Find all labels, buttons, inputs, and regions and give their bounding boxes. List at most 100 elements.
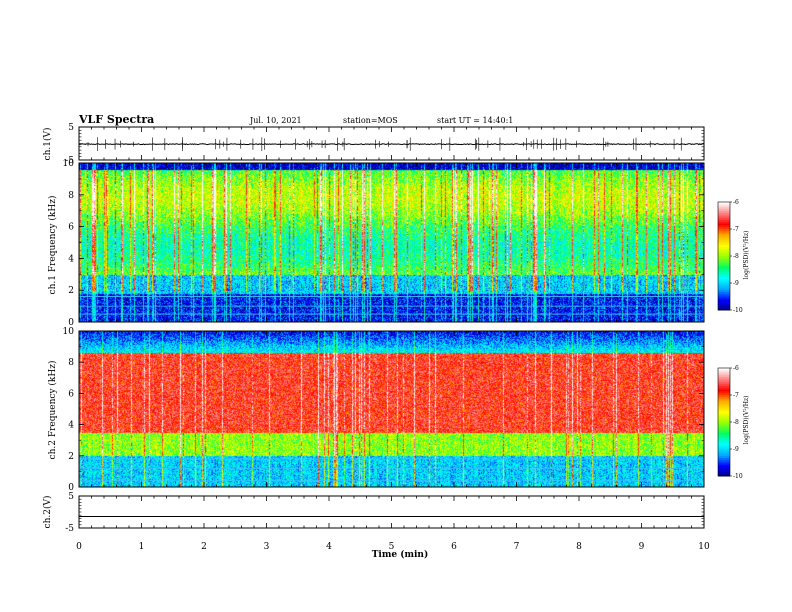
header-station: station=MOS — [343, 116, 398, 125]
colorbar-cell — [718, 449, 730, 452]
colorbar-cell — [718, 377, 730, 380]
colorbar-cell — [718, 306, 730, 309]
colorbar-cell — [718, 261, 730, 264]
spectrogram-image — [79, 331, 704, 487]
colorbar-cell — [718, 472, 730, 475]
colorbar-tick-label: -8 — [733, 419, 739, 426]
colorbar-cell — [718, 241, 730, 244]
y-tick-label: -5 — [65, 156, 74, 166]
colorbar-cell — [718, 416, 730, 419]
colorbar-cell — [718, 411, 730, 414]
y-tick-label: 0 — [68, 483, 74, 493]
colorbar-cell — [718, 256, 730, 259]
colorbar-cell — [718, 245, 730, 248]
colorbar-cell — [718, 221, 730, 225]
colorbar-cell — [718, 452, 730, 455]
colorbar-cell — [718, 302, 730, 306]
x-tick-label: 4 — [326, 542, 332, 552]
colorbar-tick-label: -7 — [733, 226, 739, 233]
colorbar-cell — [718, 268, 730, 271]
waveform-frame — [78, 495, 705, 529]
colorbar-tick-label: -7 — [733, 392, 739, 399]
colorbar-cell — [718, 216, 730, 219]
colorbar-cell — [718, 299, 730, 302]
colorbar-cell — [718, 434, 730, 437]
colorbar-cell — [718, 207, 730, 210]
colorbar-cell — [718, 427, 730, 430]
colorbar-tick-label: -10 — [733, 473, 743, 480]
colorbar-cell — [718, 288, 730, 291]
colorbar-cell — [718, 283, 730, 286]
colorbar-cell — [718, 468, 730, 472]
colorbar-cell — [718, 405, 730, 409]
colorbar-cell — [718, 293, 730, 297]
colorbar-cell — [718, 209, 730, 212]
colorbar-cell — [718, 286, 730, 289]
header-start-time: start UT = 14:40:1 — [437, 116, 513, 125]
colorbar-cell — [718, 232, 730, 235]
y-tick-label: 8 — [68, 191, 74, 201]
x-tick-label: 5 — [389, 542, 395, 552]
colorbar-cell — [718, 384, 730, 387]
colorbar-cell — [718, 373, 730, 376]
colorbar-cell — [718, 395, 730, 398]
ch2-colorbar-label: log(PSD)(V²/Hz) — [743, 396, 750, 445]
colorbar-cell — [718, 458, 730, 461]
colorbar-cell — [718, 229, 730, 232]
colorbar-cell — [718, 369, 730, 373]
colorbar-cell — [718, 459, 730, 463]
colorbar-cell — [718, 432, 730, 436]
colorbar-cell — [718, 279, 730, 282]
colorbar-cell — [718, 387, 730, 391]
colorbar-cell — [718, 270, 730, 273]
ch1-colorbar: -6 -7 -8 -9 -10 — [717, 199, 743, 314]
colorbar-cell — [718, 223, 730, 226]
colorbar-cell — [718, 368, 730, 371]
colorbar-cell — [718, 423, 730, 427]
ch1-waveform-ylabel: ch.1(V) — [42, 128, 53, 161]
colorbar-cell — [718, 212, 730, 216]
colorbar-cell — [718, 467, 730, 470]
colorbar-cell — [718, 461, 730, 464]
colorbar-cell — [718, 463, 730, 466]
colorbar-cell — [718, 454, 730, 457]
colorbar-cell — [718, 297, 730, 300]
colorbar-cell — [718, 413, 730, 416]
x-tick-label: 9 — [639, 542, 645, 552]
spectrogram-frame — [78, 330, 705, 488]
colorbar-cell — [718, 257, 730, 261]
y-tick-label: 5 — [68, 492, 74, 502]
colorbar-tick-label: -6 — [733, 365, 739, 372]
colorbar-cell — [718, 225, 730, 228]
colorbar-cell — [718, 277, 730, 280]
ch2-spectrogram-panel: 0 2 4 6 8 10 — [63, 327, 705, 493]
colorbar-cell — [718, 243, 730, 246]
colorbar-cell — [718, 420, 730, 423]
colorbar-cell — [718, 418, 730, 421]
colorbar-cell — [718, 425, 730, 428]
ch2-colorbar: -6 -7 -8 -9 -10 — [717, 365, 743, 480]
colorbar-cell — [718, 389, 730, 392]
y-tick-label: 10 — [63, 327, 75, 337]
x-axis-label: Time (min) — [372, 549, 429, 560]
colorbar-cell — [718, 290, 730, 293]
colorbar-cell — [718, 202, 730, 205]
colorbar-cell — [718, 234, 730, 237]
x-tick-label: 0 — [76, 542, 82, 552]
colorbar-cell — [718, 230, 730, 234]
colorbar-cell — [718, 402, 730, 405]
y-tick-label: 2 — [68, 286, 74, 296]
colorbar-cell — [718, 382, 730, 385]
ch2-waveform-panel: 5 -5 — [65, 492, 705, 534]
colorbar-tick-label: -9 — [733, 280, 739, 287]
colorbar-cell — [718, 301, 730, 304]
colorbar-cell — [718, 248, 730, 252]
colorbar-cell — [718, 304, 730, 307]
colorbar-tick-label: -6 — [733, 199, 739, 206]
header-date: Jul. 10, 2021 — [249, 116, 302, 125]
colorbar-cell — [718, 238, 730, 241]
colorbar-cell — [718, 465, 730, 468]
x-tick-label: 3 — [264, 542, 270, 552]
colorbar-cell — [718, 308, 730, 311]
